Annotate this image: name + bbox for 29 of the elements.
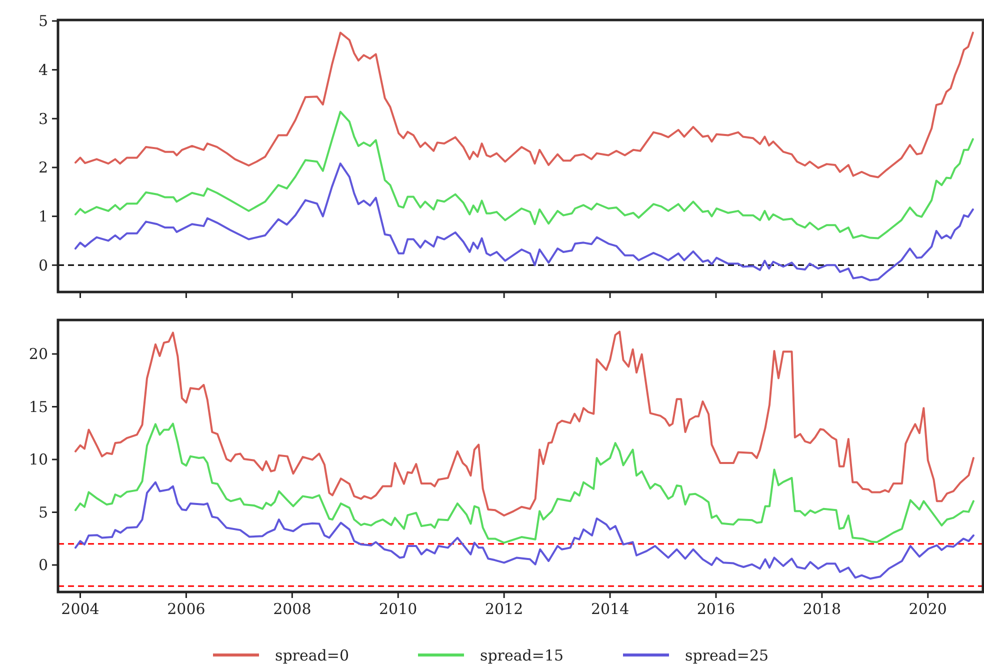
y-tick-label: 5 — [38, 12, 48, 30]
y-tick-label: 15 — [28, 398, 48, 416]
line-series — [74, 110, 974, 240]
line-series — [74, 422, 974, 544]
line-series — [74, 330, 974, 517]
legend-label: spread=25 — [685, 646, 769, 664]
line-series — [74, 32, 974, 178]
y-tick-label: 0 — [38, 556, 48, 574]
x-tick-label: 2018 — [802, 600, 842, 618]
y-tick-label: 10 — [28, 450, 48, 469]
x-tick-label: 2020 — [908, 600, 947, 618]
legend-label: spread=15 — [480, 646, 564, 664]
y-tick-label: 5 — [38, 503, 48, 522]
y-tick-label: 1 — [38, 208, 48, 226]
y-tick-label: 20 — [28, 345, 48, 364]
line-series — [74, 162, 974, 282]
x-tick-label: 2006 — [167, 600, 206, 618]
x-tick-label: 2010 — [379, 600, 418, 618]
x-tick-label: 2014 — [590, 600, 630, 618]
y-tick-label: 2 — [38, 158, 48, 177]
x-tick-label: 2016 — [696, 600, 736, 618]
x-tick-label: 2004 — [61, 600, 100, 618]
y-tick-label: 3 — [38, 110, 48, 128]
x-tick-label: 2008 — [273, 600, 312, 618]
legend-label: spread=0 — [275, 646, 350, 664]
y-tick-label: 0 — [38, 256, 48, 274]
x-tick-label: 2012 — [484, 600, 524, 618]
y-tick-label: 4 — [38, 61, 48, 80]
line-series — [74, 481, 974, 580]
